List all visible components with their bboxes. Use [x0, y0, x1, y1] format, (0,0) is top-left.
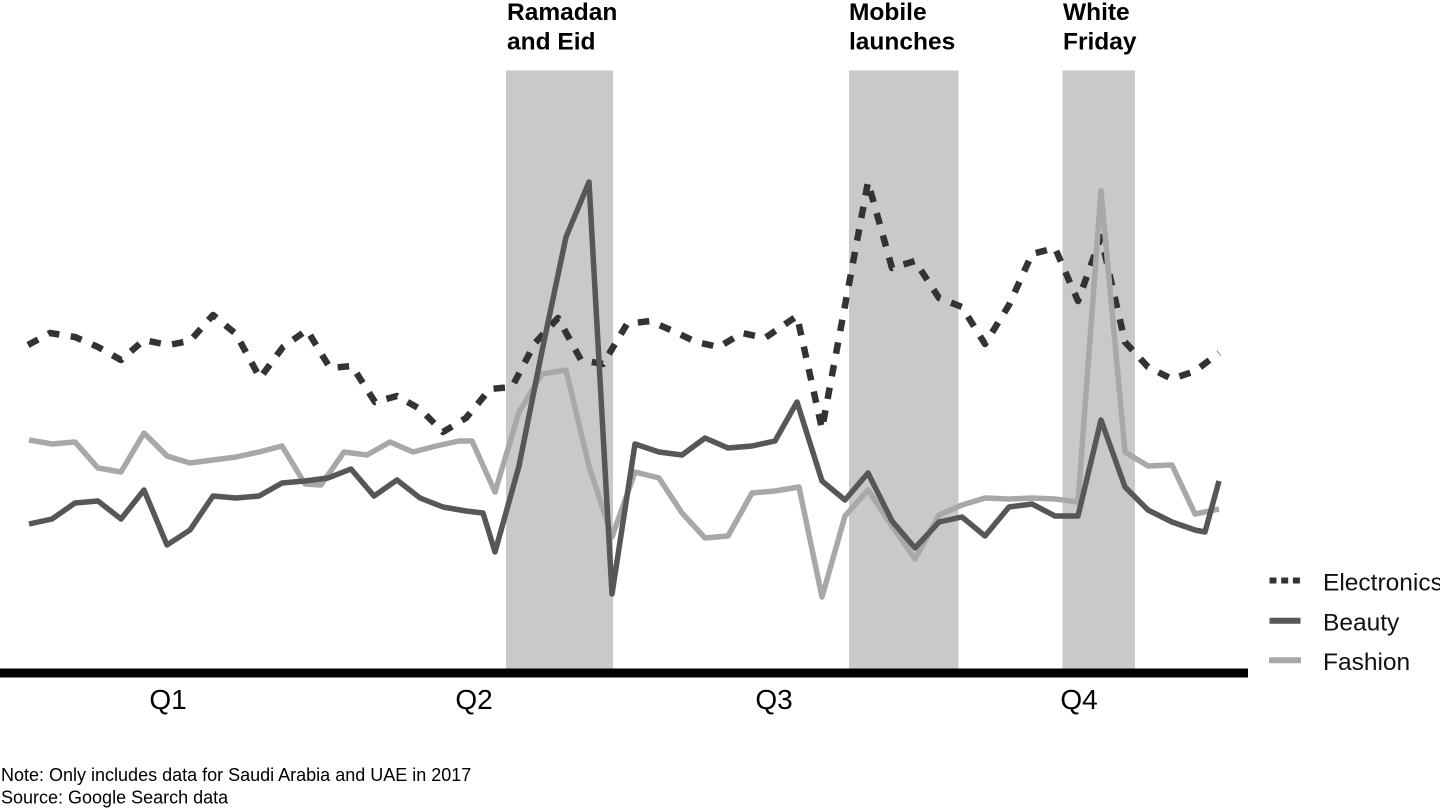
svg-text:launches: launches: [849, 29, 955, 56]
svg-text:Note: Only includes data for S: Note: Only includes data for Saudi Arabi…: [1, 765, 471, 785]
svg-text:Q4: Q4: [1060, 684, 1097, 715]
svg-text:Beauty: Beauty: [1323, 610, 1400, 637]
svg-text:and Eid: and Eid: [507, 29, 595, 56]
svg-text:Ramadan: Ramadan: [507, 0, 617, 26]
svg-text:Q2: Q2: [455, 684, 492, 715]
svg-text:Mobile: Mobile: [849, 0, 927, 26]
svg-text:Electronics: Electronics: [1323, 570, 1440, 597]
svg-text:Source: Google Search data: Source: Google Search data: [1, 788, 229, 808]
svg-text:Q1: Q1: [149, 684, 186, 715]
svg-text:Friday: Friday: [1063, 29, 1137, 56]
svg-text:White: White: [1063, 0, 1130, 26]
svg-text:Q3: Q3: [755, 684, 792, 715]
svg-text:Fashion: Fashion: [1323, 649, 1410, 676]
